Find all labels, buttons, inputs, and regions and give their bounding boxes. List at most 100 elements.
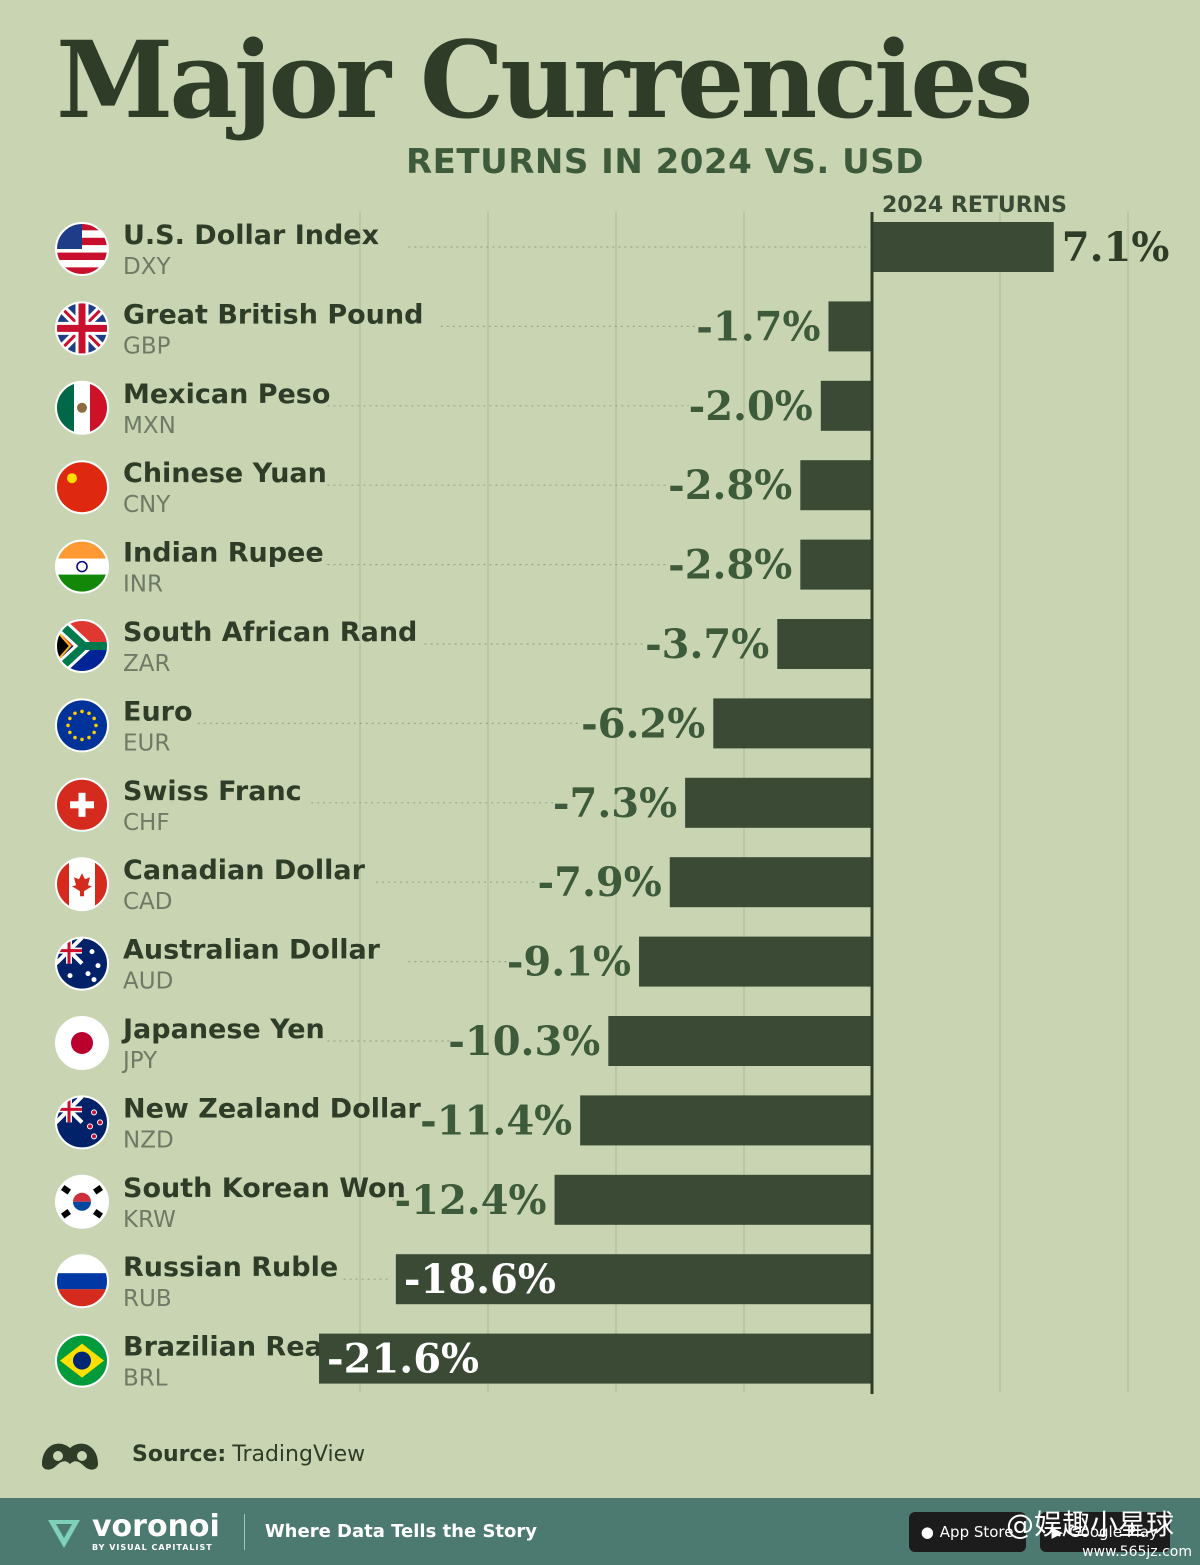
- voronoi-brand[interactable]: voronoi BY VISUAL CAPITALIST: [44, 1511, 220, 1552]
- australia-flag-icon: [55, 936, 109, 991]
- bar: [685, 777, 872, 828]
- japan-flag-icon: [55, 1016, 109, 1070]
- currency-code: RUB: [123, 1286, 172, 1312]
- chart-row: Great British Pound GBP -1.7%: [55, 299, 872, 359]
- currency-name: South Korean Won: [123, 1173, 406, 1204]
- source-block: Source: TradingView: [38, 1425, 365, 1483]
- china-flag-icon: [55, 460, 109, 515]
- new-zealand-flag-icon: [55, 1095, 109, 1150]
- chart-row: Swiss Franc CHF -7.3%: [55, 776, 872, 836]
- currency-code: CHF: [123, 810, 170, 836]
- apple-icon: ●: [920, 1523, 934, 1541]
- chart-row: Canadian Dollar CAD -7.9%: [55, 855, 872, 915]
- chart-title: Major Currencies: [56, 17, 1033, 142]
- google-play-label: Google Play: [1069, 1523, 1158, 1541]
- store-badges: ● App Store ▶ Google Play: [908, 1512, 1170, 1552]
- value-label: -9.1%: [507, 939, 631, 986]
- chart-row: South Korean Won KRW -12.4%: [55, 1173, 872, 1233]
- chart-row: Chinese Yuan CNY -2.8%: [55, 458, 872, 518]
- bar: [608, 1016, 872, 1066]
- watermark-text: @娱趣小星球: [1005, 1508, 1174, 1541]
- currency-code: DXY: [123, 254, 171, 280]
- brand-subtitle: BY VISUAL CAPITALIST: [92, 1543, 213, 1552]
- currency-name: Japanese Yen: [121, 1014, 325, 1045]
- source-label: Source:: [132, 1441, 227, 1467]
- currency-code: KRW: [123, 1207, 176, 1233]
- visual-capitalist-logo-icon: [42, 1443, 98, 1470]
- brand-name: voronoi: [92, 1509, 220, 1544]
- footer-bar: voronoi BY VISUAL CAPITALIST Where Data …: [0, 1498, 1200, 1565]
- value-label: -2.8%: [668, 462, 792, 509]
- currency-code: CNY: [123, 492, 171, 518]
- value-label: -3.7%: [645, 621, 769, 668]
- uk-flag-icon: [55, 301, 109, 356]
- south-korea-flag-icon: [55, 1174, 109, 1229]
- currency-name: Russian Ruble: [123, 1252, 338, 1283]
- returns-bar-chart: U.S. Dollar Index DXY 7.1% Great British Po…: [55, 193, 1170, 1394]
- chart-row: U.S. Dollar Index DXY 7.1%: [55, 220, 1170, 280]
- eu-flag-icon: [55, 698, 109, 753]
- app-store-label: App Store: [939, 1523, 1014, 1541]
- bar: [669, 857, 872, 908]
- brazil-flag-icon: [55, 1333, 109, 1388]
- india-flag-icon: [55, 539, 109, 594]
- value-label: 7.1%: [1062, 224, 1170, 271]
- currency-name: Australian Dollar: [123, 935, 381, 966]
- south-africa-flag-icon: [55, 619, 109, 673]
- bar: [820, 380, 872, 431]
- bar: [800, 539, 872, 590]
- value-label: -7.3%: [553, 780, 677, 827]
- google-play-badge[interactable]: ▶ Google Play: [1039, 1512, 1170, 1552]
- russia-flag-icon: [55, 1254, 109, 1309]
- currency-code: GBP: [123, 333, 171, 359]
- value-label: -11.4%: [420, 1097, 572, 1144]
- bar: [777, 619, 872, 669]
- currency-name: U.S. Dollar Index: [123, 220, 379, 251]
- chart-row: Russian Ruble RUB -18.6%: [55, 1252, 872, 1312]
- currency-name: Euro: [123, 696, 193, 727]
- bar: [319, 1333, 872, 1384]
- currency-name: Swiss Franc: [123, 776, 302, 807]
- voronoi-logo-icon: [48, 1519, 80, 1548]
- currency-name: Chinese Yuan: [123, 458, 327, 489]
- currency-code: MXN: [123, 413, 176, 439]
- value-label: -12.4%: [395, 1177, 547, 1224]
- bar: [395, 1254, 872, 1305]
- value-label: -21.6%: [327, 1336, 479, 1383]
- chart-row: Japanese Yen JPY -10.3%: [55, 1014, 872, 1074]
- currency-name: South African Rand: [123, 617, 417, 648]
- chart-row: Australian Dollar AUD -9.1%: [55, 935, 872, 995]
- bar: [872, 222, 1054, 272]
- app-store-badge[interactable]: ● App Store: [908, 1512, 1026, 1552]
- chart-row: South African Rand ZAR -3.7%: [55, 617, 872, 677]
- bar: [554, 1174, 872, 1225]
- currency-code: NZD: [123, 1127, 174, 1153]
- currency-code: CAD: [123, 889, 173, 915]
- currency-code: BRL: [123, 1366, 168, 1392]
- bar: [800, 460, 872, 511]
- chart-row: Indian Rupee INR -2.8%: [55, 538, 872, 598]
- currency-code: AUD: [123, 969, 173, 995]
- value-label: -10.3%: [448, 1018, 600, 1065]
- currency-name: Brazilian Real: [123, 1332, 332, 1363]
- chart-row: Euro EUR -6.2%: [55, 696, 872, 756]
- footer-divider: [243, 1513, 245, 1550]
- bar: [639, 936, 872, 987]
- value-label: -2.0%: [689, 383, 813, 430]
- value-label: -6.2%: [581, 700, 705, 747]
- value-label: -2.8%: [668, 542, 792, 589]
- currency-code: JPY: [121, 1048, 158, 1074]
- currency-name: Canadian Dollar: [123, 855, 366, 886]
- footer-tagline: Where Data Tells the Story: [264, 1521, 538, 1542]
- value-label: -1.7%: [696, 303, 820, 350]
- chart-row: Mexican Peso MXN -2.0%: [55, 379, 872, 439]
- switzerland-flag-icon: [55, 777, 109, 832]
- chart-subtitle: RETURNS IN 2024 VS. USD: [406, 142, 924, 182]
- value-label: -18.6%: [404, 1256, 556, 1303]
- value-column-header: 2024 RETURNS: [882, 193, 1067, 218]
- currency-name: Great British Pound: [123, 299, 423, 330]
- currency-name: Indian Rupee: [123, 538, 324, 569]
- bar: [828, 301, 872, 352]
- play-icon: ▶: [1051, 1523, 1064, 1541]
- bar: [713, 698, 872, 749]
